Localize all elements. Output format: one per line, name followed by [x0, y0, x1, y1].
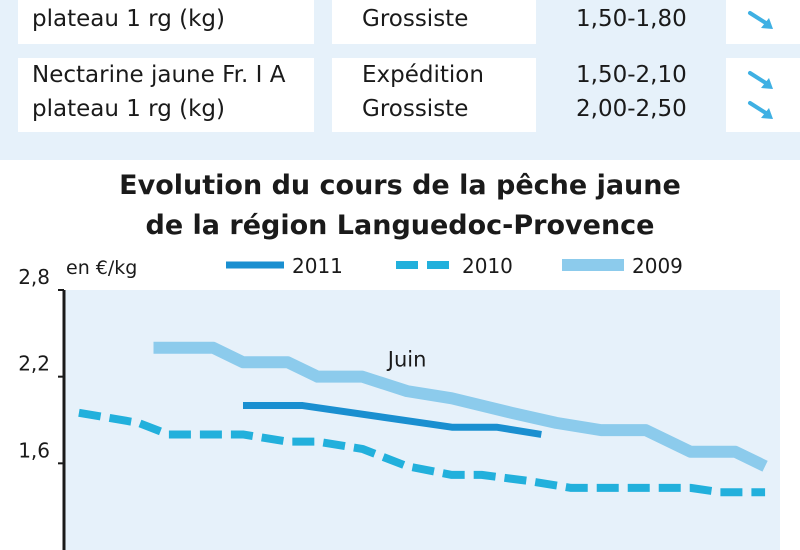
product-name: plateau 1 rg (kg): [32, 96, 226, 122]
price-range: 2,00-2,50: [576, 96, 687, 122]
chart-title-line-2: de la région Languedoc-Provence: [145, 210, 655, 241]
price-line-chart: 2,8 2,2 1,6 en €/kg 2011 2010 2009 Juin: [18, 254, 780, 550]
market-name: Grossiste: [362, 96, 469, 122]
annotation-juin: Juin: [386, 348, 427, 372]
chart-title-line-1: Evolution du cours de la pêche jaune: [119, 170, 681, 201]
market-name: Grossiste: [362, 6, 469, 32]
table-cell: [726, 58, 800, 132]
table-cell: [545, 0, 717, 44]
product-name: plateau 1 rg (kg): [32, 6, 226, 32]
y-axis-label: en €/kg: [66, 257, 137, 279]
y-tick-label: 2,2: [18, 352, 50, 376]
table-cell: [332, 0, 536, 44]
table-cell: [18, 0, 314, 44]
table-cell: [18, 58, 314, 132]
legend: 2011 2010 2009: [226, 254, 683, 278]
price-range: 1,50-2,10: [576, 62, 687, 88]
y-axis: 2,8 2,2 1,6: [18, 265, 66, 550]
legend-label-2010: 2010: [462, 254, 513, 278]
y-tick-label: 2,8: [18, 265, 50, 289]
trend-down-icon: [748, 11, 773, 29]
price-table: plateau 1 rg (kg) Grossiste 1,50-1,80 Ne…: [0, 0, 800, 160]
market-name: Expédition: [362, 62, 484, 88]
trend-down-icon: [748, 101, 773, 119]
legend-label-2009: 2009: [632, 254, 683, 278]
legend-label-2011: 2011: [292, 254, 343, 278]
price-range: 1,50-1,80: [576, 6, 687, 32]
y-tick-label: 1,6: [18, 438, 50, 462]
series-line-2011: [243, 402, 542, 438]
trend-down-icon: [748, 71, 773, 89]
table-cell: [332, 58, 536, 132]
series-lines: [78, 341, 768, 497]
product-name: Nectarine jaune Fr. I A: [32, 62, 286, 88]
series-line-2009: [153, 341, 768, 472]
table-cell: [545, 58, 717, 132]
